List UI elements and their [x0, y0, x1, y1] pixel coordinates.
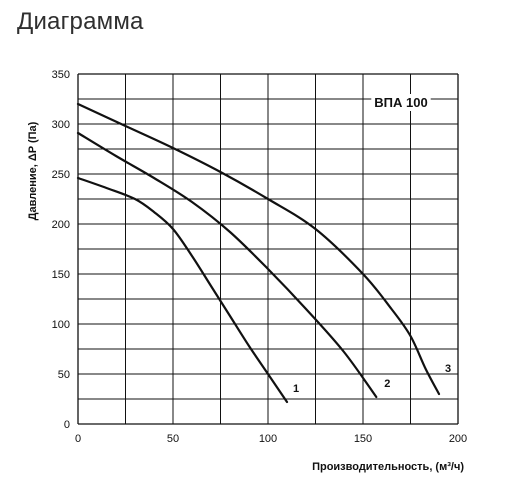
curve-3: [76, 102, 441, 396]
x-tick-label: 150: [354, 433, 372, 445]
curve-label-3: 3: [445, 363, 451, 375]
chart-grid: [77, 73, 459, 425]
page-heading: Диаграмма: [17, 8, 144, 35]
x-tick-label: 200: [449, 433, 467, 445]
chart-curve-labels: 1 2 3: [293, 363, 451, 395]
chart-curves: [76, 102, 441, 404]
y-tick-label: 300: [52, 119, 70, 131]
curve-1: [76, 176, 289, 404]
model-label: ВПА 100: [374, 95, 427, 110]
y-tick-label: 0: [64, 419, 70, 431]
y-tick-label: 100: [52, 319, 70, 331]
x-tick-label: 100: [259, 433, 277, 445]
chart-tick-labels: 0 50 100 150 200 0 50 100 150 200 250 300 350: [52, 69, 468, 445]
x-axis-label: Производительность, (м³/ч): [312, 461, 464, 473]
model-label-background: [371, 94, 431, 111]
y-tick-label: 200: [52, 219, 70, 231]
x-tick-label: 0: [75, 433, 81, 445]
curve-label-1: 1: [293, 383, 299, 395]
curve-2: [76, 131, 378, 399]
x-tick-label: 50: [167, 433, 179, 445]
y-tick-label: 150: [52, 269, 70, 281]
curve-label-2: 2: [384, 378, 390, 390]
y-tick-label: 350: [52, 69, 70, 81]
y-tick-label: 50: [58, 369, 70, 381]
y-tick-label: 250: [52, 169, 70, 181]
y-axis-label: Давление, ΔP (Па): [27, 121, 39, 220]
